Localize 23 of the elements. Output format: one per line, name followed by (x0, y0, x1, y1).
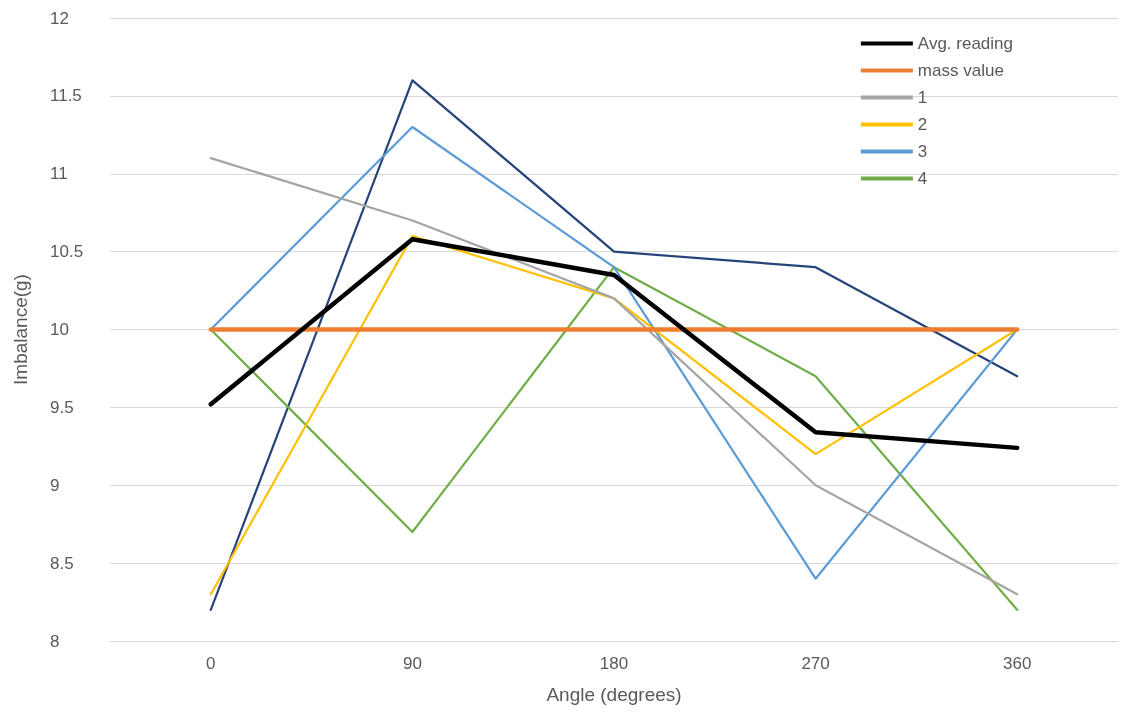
y-tick-label: 10.5 (50, 242, 84, 262)
legend-label: mass value (917, 61, 1004, 80)
legend-label: 1 (917, 88, 928, 107)
y-tick-label: 9 (50, 475, 60, 495)
legend-label: 3 (917, 142, 928, 161)
x-tick-label: 0 (206, 654, 216, 673)
x-axis-title: Angle (degrees) (546, 684, 682, 705)
y-axis-title: Imbalance(g) (10, 274, 31, 385)
line-series (208, 236, 1020, 451)
y-tick-label: 9.5 (50, 397, 74, 417)
legend-label: Avg. reading (917, 34, 1014, 53)
x-tick-label: 270 (801, 654, 830, 673)
x-tick-label: 90 (402, 654, 422, 673)
legend-label: 2 (917, 115, 928, 134)
y-tick-label: 10 (50, 320, 69, 339)
x-tick-label: 360 (1003, 654, 1032, 673)
y-tick-label: 8 (50, 631, 60, 651)
y-tick-label: 11 (50, 164, 68, 184)
y-tick-label: 11.5 (50, 86, 82, 106)
y-tick-label: 12 (50, 8, 69, 28)
legend-label: 4 (917, 169, 928, 188)
y-tick-label: 8.5 (50, 553, 74, 573)
x-tick-label: 180 (599, 654, 629, 673)
